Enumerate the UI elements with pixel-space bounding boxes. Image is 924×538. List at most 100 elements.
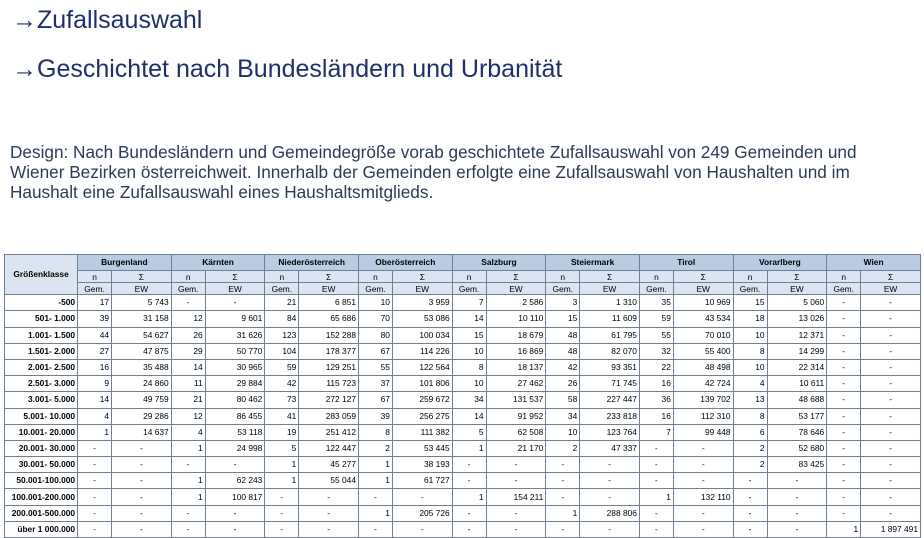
- cell-ew: -: [860, 407, 921, 425]
- cell-ew: -: [204, 520, 266, 538]
- cell-gem: 44: [77, 326, 113, 344]
- cell-gem: 70: [357, 310, 393, 328]
- cell-gem: 4: [732, 375, 768, 393]
- cell-ew: -: [860, 342, 921, 360]
- table-row: 501- 1.000 39 31 158 12 9 601 84 65 686 70 53 08…: [3, 310, 921, 328]
- cell-gem: 2: [357, 439, 393, 458]
- cell-gem: 18: [732, 310, 768, 328]
- cell-gem: 16: [77, 358, 113, 377]
- cell-ew: 3 959: [391, 294, 453, 312]
- cell-gem: 35: [638, 294, 674, 312]
- cell-ew: -: [860, 439, 921, 458]
- cell-gem: 4: [170, 423, 206, 441]
- cell-ew: 82 070: [579, 342, 640, 360]
- cell-ew: 100 817: [204, 488, 266, 506]
- cell-ew: 61 727: [391, 472, 453, 490]
- cell-ew: 22 314: [766, 358, 828, 377]
- cell-ew: -: [579, 488, 640, 506]
- cell-gem: -: [77, 472, 113, 490]
- state-header: Niederösterreich: [264, 253, 359, 272]
- subheader-sigma: Σ: [111, 270, 172, 284]
- cell-gem: 34: [545, 407, 581, 425]
- table-row: über 1 000.000- - - - - - - - - - - - - - - -1 1 897 491: [3, 520, 921, 538]
- cell-gem: 1: [451, 439, 487, 458]
- cell-gem: 16: [638, 375, 674, 393]
- cell-gem: 8: [732, 407, 768, 425]
- cell-ew: -: [860, 391, 921, 409]
- cell-ew: 78 646: [766, 423, 828, 441]
- cell-gem: 1: [451, 488, 487, 506]
- cell-gem: 2: [732, 456, 768, 474]
- state-header: Salzburg: [451, 253, 547, 272]
- cell-gem: 15: [732, 294, 768, 312]
- cell-ew: -: [111, 488, 172, 506]
- row-label: 200.001-500.000: [3, 504, 79, 522]
- cell-ew: 101 806: [391, 375, 453, 393]
- cell-ew: -: [860, 326, 921, 344]
- row-label: -500: [3, 294, 79, 312]
- cell-gem: 1: [170, 488, 206, 506]
- table-row: -500 17 5 743- -21 6 851 10 3 959 7 2 586 3 1 310 3…: [3, 294, 921, 312]
- cell-gem: 80: [357, 326, 393, 344]
- cell-gem: 59: [638, 310, 674, 328]
- cell-ew: 35 488: [111, 358, 172, 377]
- subheader-ew: EW: [111, 282, 172, 296]
- cell-ew: 48 498: [672, 358, 734, 377]
- cell-gem: -: [826, 310, 862, 328]
- cell-ew: -: [579, 472, 640, 490]
- cell-gem: -: [826, 358, 862, 377]
- cell-ew: 10 110: [485, 310, 547, 328]
- cell-gem: -: [638, 520, 674, 538]
- subheader-sigma: Σ: [860, 270, 921, 284]
- cell-ew: 70 010: [672, 326, 734, 344]
- cell-ew: -: [485, 520, 547, 538]
- cell-gem: 1: [264, 456, 300, 474]
- cell-ew: 31 626: [204, 326, 266, 344]
- cell-ew: 47 337: [579, 439, 640, 458]
- row-label: 5.001- 10.000: [3, 407, 79, 425]
- row-label: 3.001- 5.000: [3, 391, 79, 409]
- cell-gem: 8: [732, 342, 768, 360]
- table-row: 3.001- 5.000 14 49 759 21 80 462 73 272 127 67 2…: [3, 391, 921, 409]
- cell-ew: -: [766, 520, 828, 538]
- cell-gem: 26: [545, 375, 581, 393]
- cell-ew: 111 382: [391, 423, 453, 441]
- cell-ew: 30 965: [204, 358, 266, 377]
- cell-gem: -: [826, 439, 862, 458]
- cell-gem: -: [77, 439, 113, 458]
- state-header: Wien: [826, 253, 921, 272]
- cell-ew: 47 875: [111, 342, 172, 360]
- cell-ew: 152 288: [298, 326, 359, 344]
- subheader-n: n: [451, 270, 487, 284]
- cell-ew: -: [204, 294, 266, 312]
- cell-gem: 26: [170, 326, 206, 344]
- cell-gem: 6: [732, 423, 768, 441]
- cell-ew: -: [298, 520, 359, 538]
- cell-gem: -: [732, 520, 768, 538]
- cell-ew: -: [111, 472, 172, 490]
- cell-ew: -: [298, 504, 359, 522]
- cell-gem: 17: [77, 294, 113, 312]
- cell-gem: 5: [264, 439, 300, 458]
- state-header: Tirol: [638, 253, 734, 272]
- cell-ew: 115 723: [298, 375, 359, 393]
- table-row: 10.001- 20.000 1 14 637 4 53 118 19 251 412 8 11…: [3, 423, 921, 441]
- cell-gem: 1: [826, 520, 862, 538]
- cell-ew: 13 026: [766, 310, 828, 328]
- cell-gem: -: [545, 488, 581, 506]
- cell-ew: -: [111, 520, 172, 538]
- cell-ew: 53 445: [391, 439, 453, 458]
- cell-ew: -: [204, 504, 266, 522]
- cell-gem: 21: [170, 391, 206, 409]
- design-description: Design: Nach Bundesländern und Gemeindeg…: [10, 142, 857, 202]
- cell-gem: 1: [170, 439, 206, 458]
- cell-gem: 1: [638, 488, 674, 506]
- cell-ew: -: [860, 456, 921, 474]
- state-header: Steiermark: [545, 253, 640, 272]
- subheader-n: n: [638, 270, 674, 284]
- cell-ew: 48 688: [766, 391, 828, 409]
- cell-gem: 55: [638, 326, 674, 344]
- cell-gem: -: [170, 520, 206, 538]
- cell-ew: 18 679: [485, 326, 547, 344]
- table-row: 100.001-200.000- -1 100 817- - - -1 154 211- -1…: [3, 488, 921, 506]
